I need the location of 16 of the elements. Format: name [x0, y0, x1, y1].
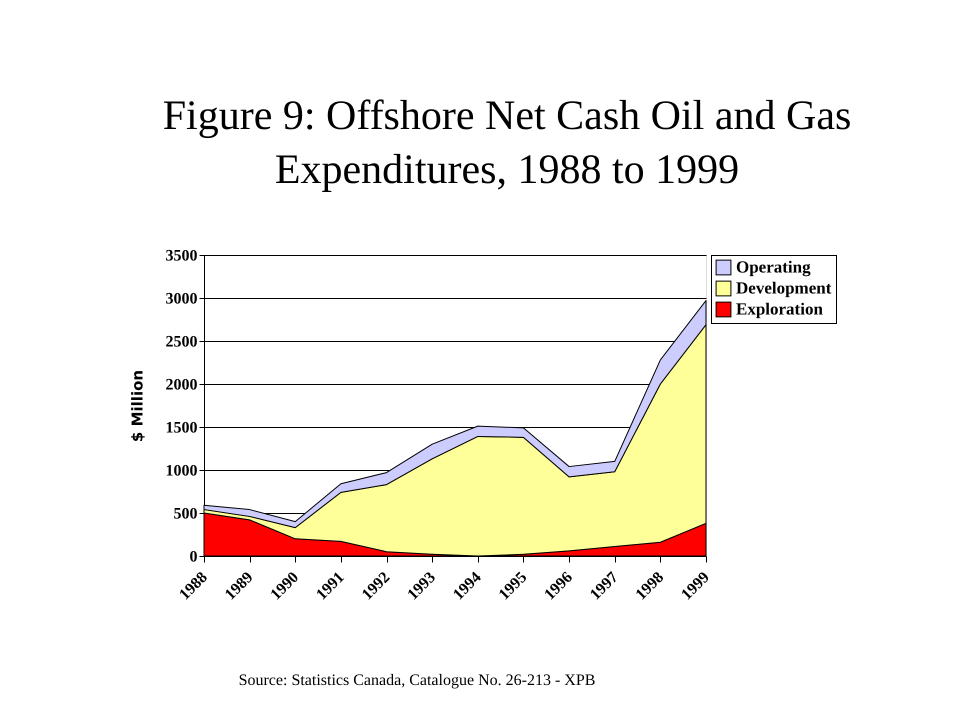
y-tick-label: 1500 [166, 420, 198, 436]
legend-label: Exploration [736, 300, 824, 318]
legend-label: Operating [736, 258, 812, 276]
text: Expenditures, 1988 to 1999 [274, 147, 740, 193]
y-tick-label: 500 [174, 506, 198, 522]
text: Figure 9: Offshore Net Cash Oil and Gas [162, 93, 852, 139]
y-tick-label: 0 [190, 548, 198, 566]
y-tick-label: 3000 [166, 290, 198, 308]
y-tick-label: 2500 [166, 334, 198, 350]
y-tick-label: 3500 [166, 248, 198, 264]
y-tick-label: 1000 [166, 462, 198, 480]
y-tick-label: 2000 [166, 376, 198, 394]
x-tick-label: 1990 [267, 568, 302, 604]
legend-label: Development [736, 278, 832, 298]
y-axis-title: $ Million [128, 370, 146, 442]
source-note: Source: Statistics Canada, Catalogue No. 26-213 - XPB [238, 672, 596, 689]
